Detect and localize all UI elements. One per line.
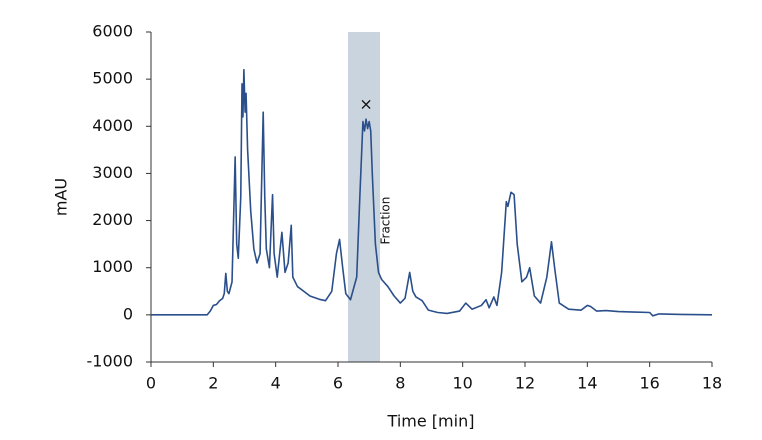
y-tick-label: -1000 — [87, 352, 134, 371]
y-tick-label: 1000 — [92, 257, 133, 276]
chromatogram-line — [151, 68, 713, 317]
x-tick-label: 16 — [639, 374, 659, 393]
x-tick-label: 6 — [333, 374, 343, 393]
x-tick-label: 10 — [452, 374, 472, 393]
x-axis-label: Time [min] — [387, 412, 475, 431]
span-label: Fraction — [379, 197, 393, 245]
x-tick-label: 4 — [271, 374, 281, 393]
y-axis-label: mAU — [52, 178, 71, 216]
x-tick-label: 8 — [395, 374, 405, 393]
y-tick-label: 3000 — [92, 163, 133, 182]
y-tick-label: 6000 — [92, 22, 133, 41]
y-tick-label: 4000 — [92, 116, 133, 135]
y-tick-label: 5000 — [92, 69, 133, 88]
x-tick-label: 0 — [146, 374, 156, 393]
x-tick-label: 12 — [515, 374, 535, 393]
x-tick-label: 2 — [208, 374, 218, 393]
y-tick-label: 0 — [123, 304, 133, 323]
annotation: × — [359, 95, 372, 114]
fraction-span — [347, 32, 381, 362]
x-tick-label: 14 — [577, 374, 597, 393]
y-tick-label: 2000 — [92, 210, 133, 229]
x-tick-label: 18 — [702, 374, 722, 393]
